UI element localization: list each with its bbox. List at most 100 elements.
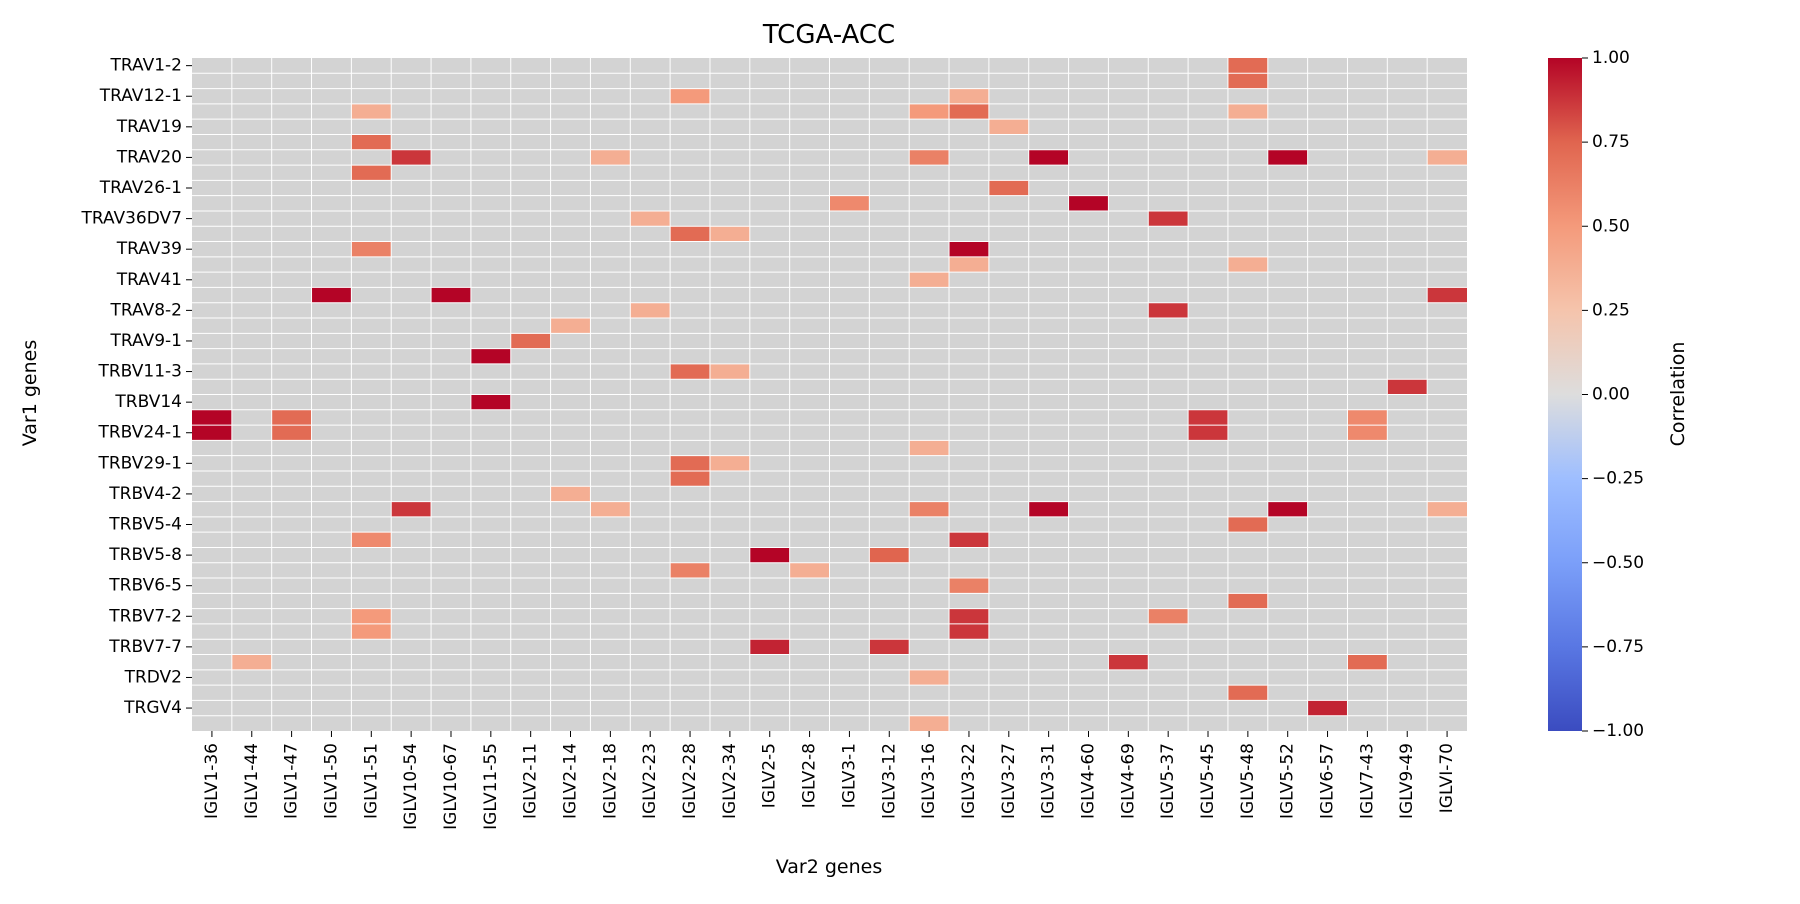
- x-tick-label: IGLV3-31: [1039, 743, 1059, 819]
- heatmap-cell: [949, 608, 989, 624]
- heatmap-cell: [1028, 149, 1069, 166]
- plot-area: [192, 58, 1467, 731]
- colorbar-tick-label: −1.00: [1592, 721, 1644, 741]
- heatmap-cell: [550, 486, 591, 502]
- x-tick-label: IGLV3-16: [919, 743, 939, 819]
- x-tick-label: IGLV6-57: [1318, 743, 1338, 819]
- heatmap-cell: [1227, 256, 1268, 273]
- heatmap-cell: [909, 669, 950, 686]
- heatmap-cell: [1188, 425, 1228, 441]
- y-tick-label: TRBV5-8: [108, 545, 182, 565]
- y-tick-label: TRBV14: [114, 392, 182, 412]
- y-tick-label: TRDV2: [124, 667, 182, 687]
- x-tick-label: IGLV2-23: [640, 743, 660, 819]
- heatmap-cell: [909, 149, 950, 166]
- chart-title: TCGA-ACC: [762, 20, 895, 50]
- x-tick-label: IGLV2-28: [680, 743, 700, 819]
- x-tick-label: IGLV10-54: [401, 743, 421, 830]
- y-tick-label: TRBV7-2: [108, 606, 182, 626]
- heatmap-cell: [749, 639, 790, 655]
- x-tick-label: IGLV2-18: [600, 743, 620, 819]
- colorbar-tick-label: −0.75: [1592, 637, 1644, 657]
- y-tick-label: TRGV4: [123, 698, 182, 718]
- heatmap-cell: [670, 470, 710, 487]
- heatmap-cell: [431, 287, 471, 303]
- x-tick-label: IGLV3-27: [999, 743, 1019, 819]
- heatmap-cell: [1028, 501, 1069, 517]
- x-tick-label: IGLV2-11: [521, 743, 541, 819]
- heatmap-cell: [630, 302, 671, 319]
- colorbar-tick-label: 0.25: [1592, 300, 1630, 320]
- heatmap-cell: [391, 149, 432, 166]
- heatmap-cell: [869, 547, 910, 563]
- heatmap-cell: [709, 455, 750, 471]
- heatmap-cell: [1347, 409, 1388, 426]
- x-tick-label: IGLV3-1: [839, 743, 859, 808]
- heatmap-cell: [470, 394, 511, 410]
- heatmap-cell: [1387, 379, 1428, 395]
- heatmap-cell: [192, 409, 232, 426]
- x-tick-label: IGLV4-60: [1078, 743, 1098, 819]
- colorbar-tick-label: 0.00: [1592, 385, 1630, 405]
- heatmap-cell: [351, 241, 392, 257]
- x-tick-label: IGLV10-67: [441, 743, 461, 830]
- colorbar-ticks: 1.00 0.75 0.50 0.25 0.00 −0.25 −0.50 −0.75 −1.00: [1582, 48, 1644, 741]
- x-tick-label: IGLV1-47: [282, 743, 302, 819]
- heatmap-cell: [909, 103, 950, 120]
- y-tick-label: TRAV41: [116, 270, 182, 290]
- heatmap-cell: [1267, 149, 1308, 166]
- x-tick-label: IGLV2-14: [561, 743, 581, 819]
- x-tick-label: IGLV4-69: [1118, 743, 1138, 819]
- colorbar-label: Correlation: [1667, 342, 1689, 447]
- y-tick-label: TRAV12-1: [99, 86, 182, 106]
- heatmap-cell: [1148, 608, 1189, 624]
- heatmap-cell: [630, 210, 671, 227]
- heatmap-cell: [590, 149, 631, 166]
- heatmap-cell: [1188, 409, 1228, 426]
- heatmap-cell: [670, 562, 710, 579]
- heatmap-cell: [351, 134, 392, 150]
- y-tick-label: TRAV1-2: [110, 56, 182, 76]
- x-tick-label: IGLV3-22: [959, 743, 979, 819]
- heatmap-cell: [1108, 654, 1149, 670]
- x-tick-label: IGLVI-70: [1437, 743, 1457, 813]
- y-tick-label: TRBV4-2: [108, 484, 182, 504]
- heatmap-cell: [949, 532, 989, 548]
- heatmap-cell: [192, 425, 232, 441]
- heatmap-cell: [670, 226, 710, 242]
- y-axis-label: Var1 genes: [19, 340, 41, 447]
- heatmap-cell: [1227, 103, 1268, 120]
- y-tick-label: TRAV19: [116, 117, 182, 137]
- x-tick-label: IGLV3-12: [879, 743, 899, 819]
- x-tick-label: IGLV7-43: [1357, 743, 1377, 819]
- x-tick-label: IGLV2-34: [720, 743, 740, 819]
- heatmap-cell: [709, 363, 750, 380]
- x-axis-ticks: IGLV1-36 IGLV1-44 IGLV1-47 IGLV1-50 IGLV1-51…: [202, 731, 1457, 830]
- y-axis-ticks: TRAV1-2 TRAV12-1 TRAV19 TRAV20 TRAV26-1 TRAV3…: [80, 56, 192, 718]
- y-tick-label: TRBV7-7: [108, 637, 182, 657]
- heatmap-cell: [789, 562, 830, 579]
- heatmap-cell: [1068, 195, 1109, 211]
- y-tick-label: TRAV39: [116, 239, 182, 259]
- heatmap-cell: [949, 103, 989, 120]
- heatmap-cell: [590, 501, 631, 517]
- heatmap-cell: [1427, 287, 1467, 303]
- colorbar-tick-label: 1.00: [1592, 48, 1630, 68]
- heatmap-cell: [351, 103, 392, 120]
- heatmap-cell: [391, 501, 432, 517]
- heatmap-cell: [1148, 302, 1189, 319]
- y-tick-label: TRBV5-4: [108, 515, 182, 535]
- x-tick-label: IGLV2-8: [800, 743, 820, 808]
- x-tick-label: IGLV5-37: [1158, 743, 1178, 819]
- x-tick-label: IGLV5-45: [1198, 743, 1218, 819]
- heatmap-cell: [909, 501, 950, 517]
- heatmap-cell: [351, 165, 392, 181]
- y-tick-label: TRAV36DV7: [80, 209, 182, 229]
- heatmap-cell: [351, 532, 392, 548]
- heatmap-cell: [949, 256, 989, 273]
- heatmap-cell: [1227, 593, 1268, 609]
- y-tick-label: TRBV11-3: [97, 362, 182, 382]
- colorbar-tick-label: −0.50: [1592, 553, 1644, 573]
